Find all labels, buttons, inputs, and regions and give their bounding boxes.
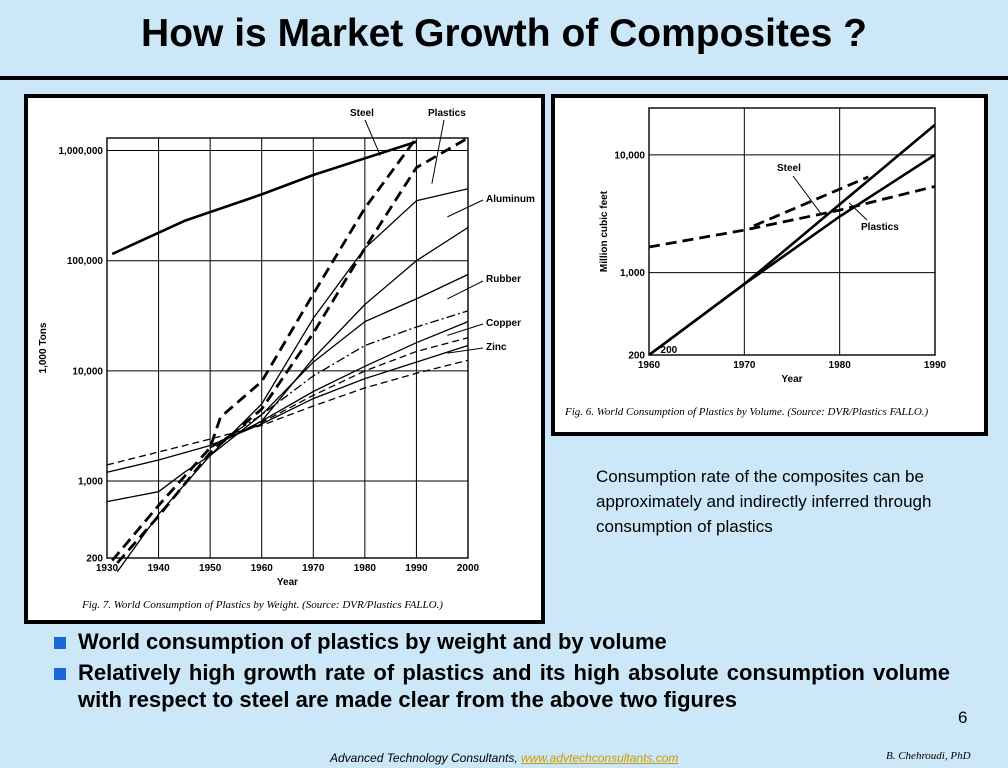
series-label-leader (792, 175, 822, 214)
x-tick-label: 1990 (405, 563, 428, 574)
series-label: Rubber (486, 274, 521, 285)
y-tick-label: 200 (86, 554, 103, 565)
x-tick-label: 1960 (638, 360, 661, 371)
series-line-steel (648, 185, 936, 249)
y-tick-label: 1,000,000 (59, 146, 104, 157)
slide-title: How is Market Growth of Composites ? (141, 12, 867, 55)
series-label: Zinc (486, 342, 507, 353)
x-axis-label: Year (277, 577, 298, 588)
series-label: Copper (486, 318, 521, 329)
y-tick-label: 100,000 (67, 256, 104, 267)
y-tick-label: 10,000 (72, 366, 103, 377)
square-bullet-icon (54, 637, 66, 649)
square-bullet-icon (54, 668, 66, 680)
footer: Advanced Technology Consultants, www.adv… (330, 751, 678, 765)
x-tick-label: 1980 (354, 563, 377, 574)
plot-frame (106, 137, 469, 559)
series-line-steel (753, 175, 869, 228)
bullet-item: Relatively high growth rate of plastics … (52, 659, 950, 713)
figure-volume: 1960 1970 1980 1990 200 1,000 10,000 Year Millio… (551, 94, 988, 436)
page-number: 6 (958, 708, 968, 727)
series-label: Plastics (428, 108, 466, 119)
series-line-rubber (106, 273, 469, 503)
y-axis-label: 1,000 Tons (38, 322, 49, 373)
series-label: Steel (350, 108, 374, 119)
figure-caption: Fig. 6. World Consumption of Plastics by… (564, 406, 929, 418)
footer-link[interactable]: www.advtechconsultants.com (521, 751, 679, 765)
series-line-aluminum (116, 188, 469, 573)
author-credit: B. Chehroudi, PhD (886, 750, 971, 762)
title-divider (0, 76, 1008, 80)
series-label-leader (848, 202, 868, 221)
series-label-leader (431, 119, 445, 184)
series-label-leader (447, 199, 484, 218)
footer-text: Advanced Technology Consultants, (330, 751, 522, 765)
series-label-leader (447, 323, 484, 336)
series-label: Plastics (861, 222, 899, 233)
series-line-zinc (106, 344, 469, 473)
y-axis-label: Million cubic feet (599, 190, 610, 272)
x-tick-label: 1970 (733, 360, 756, 371)
series-label-leader (447, 347, 484, 354)
series-line (209, 310, 469, 449)
figure-weight: 1930 1940 1950 1960 1970 1980 1990 2000 200 1,000… (24, 94, 545, 624)
y-tick-label: 10,000 (614, 150, 645, 161)
consumption-note: Consumption rate of the composites can b… (596, 467, 932, 536)
x-tick-label: 1990 (924, 360, 947, 371)
x-tick-label: 1930 (96, 563, 119, 574)
series-line-steel (111, 140, 417, 256)
bullet-text: World consumption of plastics by weight … (78, 629, 667, 654)
series-line-plastics (116, 136, 469, 564)
series-line (106, 359, 469, 466)
bullet-list: World consumption of plastics by weight … (52, 628, 950, 717)
bullet-text: Relatively high growth rate of plastics … (78, 660, 950, 712)
chart-weight-svg: 1930 1940 1950 1960 1970 1980 1990 2000 200 1,000… (38, 108, 535, 611)
chart-volume-svg: 1960 1970 1980 1990 200 1,000 10,000 Year Millio… (564, 107, 947, 418)
x-tick-label: 1960 (251, 563, 274, 574)
bullet-item: World consumption of plastics by weight … (52, 628, 950, 655)
y-tick-label: 1,000 (78, 477, 103, 488)
series-line (209, 337, 469, 447)
x-tick-label: 1970 (302, 563, 325, 574)
x-axis-label: Year (781, 374, 802, 385)
y-tick-label: 1,000 (620, 268, 645, 279)
series-line-plastics (111, 137, 418, 562)
x-tick-label: 2000 (457, 563, 480, 574)
series-label-leader (447, 280, 484, 300)
annotation-label: 200 (661, 345, 678, 356)
y-tick-label: 200 (628, 351, 645, 362)
series-line-plastics (648, 153, 936, 357)
x-tick-label: 1940 (147, 563, 170, 574)
x-tick-label: 1980 (829, 360, 852, 371)
series-label: Steel (777, 163, 801, 174)
figure-caption: Fig. 7. World Consumption of Plastics by… (81, 599, 443, 611)
x-tick-label: 1950 (199, 563, 222, 574)
series-label-leader (364, 119, 381, 156)
series-label: Aluminum (486, 194, 535, 205)
series-line-copper (209, 320, 469, 449)
series-line-plastics (648, 123, 936, 357)
